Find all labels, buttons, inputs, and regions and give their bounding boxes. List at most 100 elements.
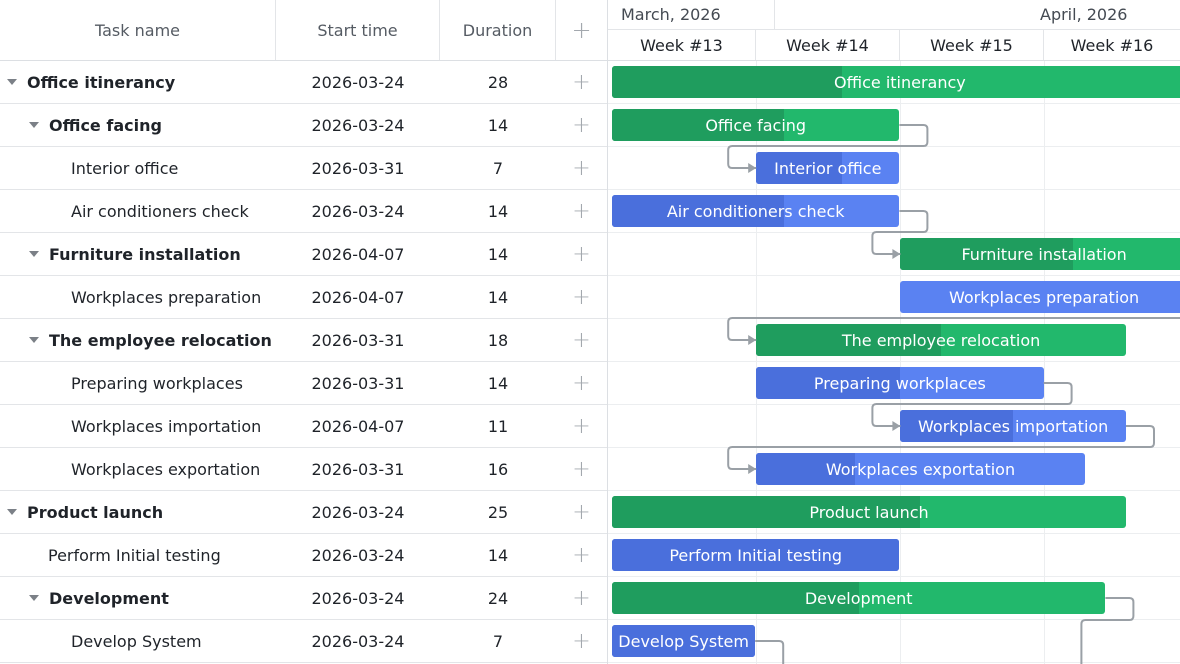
task-name-cell[interactable]: Interior office bbox=[0, 147, 276, 189]
week-gridline bbox=[756, 61, 757, 664]
gantt-bar[interactable]: Furniture installation bbox=[900, 238, 1180, 270]
start-time-cell: 2026-04-07 bbox=[311, 244, 405, 264]
add-subtask-button[interactable]: + bbox=[572, 456, 591, 482]
gantt-bar-label: Workplaces importation bbox=[918, 416, 1109, 436]
row-gridline bbox=[608, 490, 1180, 491]
gantt-bar-progress bbox=[612, 195, 785, 227]
row-gridline bbox=[608, 619, 1180, 620]
month-march: March, 2026 bbox=[608, 0, 775, 30]
add-task-header-button[interactable]: + bbox=[571, 16, 592, 44]
add-subtask-button[interactable]: + bbox=[572, 284, 591, 310]
table-row[interactable]: Workplaces importation 2026-04-07 11 + bbox=[0, 405, 607, 448]
task-name-cell[interactable]: Product launch bbox=[0, 491, 276, 533]
row-gridline bbox=[608, 361, 1180, 362]
add-subtask-button[interactable]: + bbox=[572, 327, 591, 353]
dependency-link[interactable] bbox=[871, 210, 929, 255]
gantt-bar[interactable]: Workplaces preparation bbox=[900, 281, 1180, 313]
gantt-bar[interactable]: Perform Initial testing bbox=[612, 539, 900, 571]
duration-cell: 25 bbox=[487, 502, 509, 522]
gantt-bar[interactable]: Office itinerancy bbox=[612, 66, 1180, 98]
task-name-label: Furniture installation bbox=[49, 244, 241, 264]
table-row[interactable]: Preparing workplaces 2026-03-31 14 + bbox=[0, 362, 607, 405]
gantt-bar-label: Develop System bbox=[618, 631, 749, 651]
gantt-bar[interactable]: The employee relocation bbox=[756, 324, 1126, 356]
collapse-chevron-icon[interactable] bbox=[29, 122, 39, 128]
dependency-link[interactable] bbox=[727, 297, 1180, 341]
gantt-bar-label: Perform Initial testing bbox=[669, 545, 843, 565]
gantt-bar-progress bbox=[612, 109, 785, 141]
gantt-bar-progress bbox=[612, 496, 921, 528]
collapse-chevron-icon[interactable] bbox=[29, 337, 39, 343]
gantt-bar-label: Workplaces exportation bbox=[825, 459, 1016, 479]
duration-cell: 14 bbox=[487, 287, 509, 307]
table-row[interactable]: Workplaces preparation 2026-04-07 14 + bbox=[0, 276, 607, 319]
add-subtask-button[interactable]: + bbox=[572, 69, 591, 95]
gantt-bar[interactable]: Product launch bbox=[612, 496, 1126, 528]
table-row[interactable]: Workplaces exportation 2026-03-31 16 + bbox=[0, 448, 607, 491]
gantt-bar[interactable]: Develop System bbox=[612, 625, 756, 657]
task-name-cell[interactable]: The employee relocation bbox=[0, 319, 276, 361]
table-row[interactable]: Office facing 2026-03-24 14 + bbox=[0, 104, 607, 147]
task-name-cell[interactable]: Develop System bbox=[0, 620, 276, 662]
table-row[interactable]: Develop System 2026-03-24 7 + bbox=[0, 620, 607, 663]
week-14: Week #14 bbox=[756, 30, 900, 60]
dependency-link[interactable] bbox=[755, 640, 785, 664]
gantt-bar[interactable]: Workplaces exportation bbox=[756, 453, 1085, 485]
column-header-task-name[interactable]: Task name bbox=[0, 0, 276, 60]
task-name-cell[interactable]: Workplaces preparation bbox=[0, 276, 276, 318]
task-name-cell[interactable]: Workplaces exportation bbox=[0, 448, 276, 490]
add-subtask-button[interactable]: + bbox=[572, 499, 591, 525]
gantt-bar[interactable]: Air conditioners check bbox=[612, 195, 900, 227]
dependency-link[interactable] bbox=[727, 425, 1155, 470]
add-subtask-button[interactable]: + bbox=[572, 112, 591, 138]
gantt-bar-progress bbox=[612, 582, 859, 614]
task-name-cell[interactable]: Development bbox=[0, 577, 276, 619]
gantt-bar-label: Development bbox=[804, 588, 913, 608]
task-name-cell[interactable]: Office itinerancy bbox=[0, 61, 276, 103]
table-row[interactable]: Product launch 2026-03-24 25 + bbox=[0, 491, 607, 534]
add-subtask-button[interactable]: + bbox=[572, 241, 591, 267]
column-header-duration[interactable]: Duration bbox=[440, 0, 556, 60]
dependency-link[interactable] bbox=[871, 382, 1073, 427]
column-header-start-time[interactable]: Start time bbox=[276, 0, 440, 60]
collapse-chevron-icon[interactable] bbox=[29, 251, 39, 257]
gantt-bar-progress bbox=[756, 152, 843, 184]
table-row[interactable]: Interior office 2026-03-31 7 + bbox=[0, 147, 607, 190]
gantt-bar[interactable]: Workplaces importation bbox=[900, 410, 1126, 442]
collapse-chevron-icon[interactable] bbox=[29, 595, 39, 601]
start-time-cell: 2026-03-31 bbox=[311, 330, 405, 350]
task-name-cell[interactable]: Preparing workplaces bbox=[0, 362, 276, 404]
table-row[interactable]: Development 2026-03-24 24 + bbox=[0, 577, 607, 620]
table-row[interactable]: Office itinerancy 2026-03-24 28 + bbox=[0, 61, 607, 104]
collapse-chevron-icon[interactable] bbox=[7, 509, 17, 515]
start-time-cell: 2026-04-07 bbox=[311, 416, 405, 436]
dependency-link[interactable] bbox=[1080, 597, 1135, 664]
gantt-bar[interactable]: Development bbox=[612, 582, 1106, 614]
add-subtask-button[interactable]: + bbox=[572, 198, 591, 224]
task-name-cell[interactable]: Furniture installation bbox=[0, 233, 276, 275]
add-subtask-button[interactable]: + bbox=[572, 542, 591, 568]
table-row[interactable]: Air conditioners check 2026-03-24 14 + bbox=[0, 190, 607, 233]
add-subtask-button[interactable]: + bbox=[572, 413, 591, 439]
add-subtask-button[interactable]: + bbox=[572, 155, 591, 181]
task-name-cell[interactable]: Office facing bbox=[0, 104, 276, 146]
week-15: Week #15 bbox=[900, 30, 1044, 60]
add-subtask-button[interactable]: + bbox=[572, 628, 591, 654]
table-row[interactable]: Perform Initial testing 2026-03-24 14 + bbox=[0, 534, 607, 577]
task-name-cell[interactable]: Perform Initial testing bbox=[0, 534, 276, 576]
task-name-cell[interactable]: Air conditioners check bbox=[0, 190, 276, 232]
gantt-bar[interactable]: Preparing workplaces bbox=[756, 367, 1044, 399]
task-name-cell[interactable]: Workplaces importation bbox=[0, 405, 276, 447]
gantt-bar[interactable]: Interior office bbox=[756, 152, 900, 184]
table-row[interactable]: The employee relocation 2026-03-31 18 + bbox=[0, 319, 607, 362]
duration-cell: 14 bbox=[487, 545, 509, 565]
table-row[interactable]: Furniture installation 2026-04-07 14 + bbox=[0, 233, 607, 276]
gantt-bar[interactable]: Office facing bbox=[612, 109, 900, 141]
collapse-chevron-icon[interactable] bbox=[7, 79, 17, 85]
add-subtask-button[interactable]: + bbox=[572, 585, 591, 611]
dependency-link[interactable] bbox=[727, 124, 929, 169]
gantt-bar-label: Product launch bbox=[809, 502, 929, 522]
add-subtask-button[interactable]: + bbox=[572, 370, 591, 396]
task-name-label: Workplaces exportation bbox=[71, 459, 261, 479]
gantt-bar-label: Furniture installation bbox=[961, 244, 1127, 264]
